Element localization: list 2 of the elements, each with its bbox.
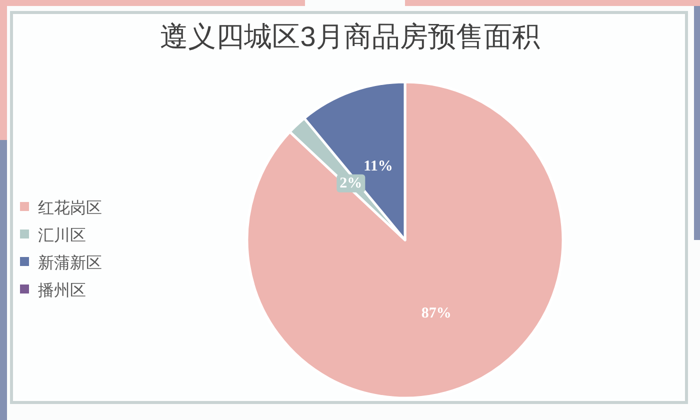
data-label: 2% — [340, 175, 362, 192]
title: 遵义四城区3月商品房预售面积 — [160, 21, 540, 52]
